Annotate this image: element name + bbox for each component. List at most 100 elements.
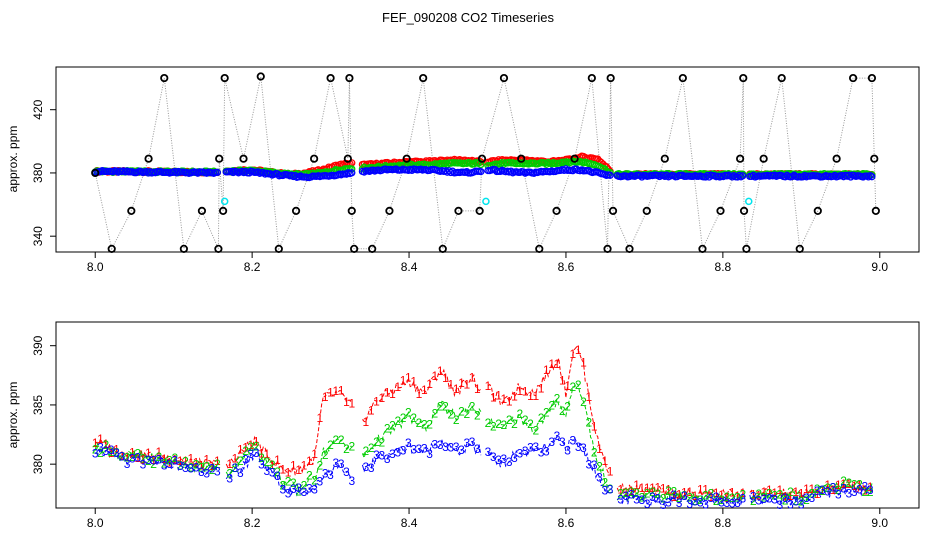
series-3-label: 3 [554,429,561,443]
series-1-label: 1 [327,386,334,400]
series-2-label: 2 [156,450,163,464]
series-3-point [703,171,712,180]
series-2-label: 2 [150,457,157,471]
series-2-label: 2 [177,459,184,473]
series-2-label: 2 [867,485,874,499]
series-1-label: 1 [108,446,115,460]
series-3-point [788,172,796,181]
series-2-label: 2 [692,494,699,508]
reference-point [517,154,526,163]
series-3-label: 3 [327,468,334,482]
series-2-label: 2 [108,445,115,459]
reference-point [642,206,651,215]
series-3-label: 3 [639,493,646,507]
series-2-label: 2 [322,448,329,462]
series-1-label: 1 [665,482,672,496]
series-2-label: 2 [697,493,704,507]
series-1-label: 1 [338,384,345,398]
series-1-label: 1 [601,454,608,468]
series-2-label: 2 [171,451,178,465]
series-3-label: 3 [447,440,454,454]
series-1-label: 1 [867,480,874,494]
reference-point [570,154,579,163]
series-1-label: 1 [343,395,350,409]
series-3-label: 3 [108,443,115,457]
series-1-label: 1 [559,374,566,388]
series-1-label: 1 [198,459,205,473]
series-3-label: 3 [317,475,324,489]
reference-point [291,206,301,215]
reference-point [698,244,707,253]
series-3-label: 3 [686,497,693,511]
series-3-label: 3 [862,479,869,493]
series-1-label: 1 [830,483,837,497]
series-1-label: 1 [782,490,789,504]
series-2-label: 2 [803,493,810,507]
series-1-label: 1 [237,443,244,457]
series-3-label: 3 [708,491,715,505]
series-1-label: 1 [495,389,502,403]
series-3-point [847,173,855,181]
series-1-label: 1 [317,411,324,425]
series-3-label: 3 [203,466,210,480]
series-1-label: 1 [490,390,497,404]
series-1-label: 1 [285,466,292,480]
series-1-label: 1 [171,453,178,467]
series-2-label: 2 [384,422,391,436]
series-1-label: 1 [538,381,545,395]
series-2-label: 2 [506,413,513,427]
series-3-label: 3 [124,457,131,471]
series-3-label: 3 [808,491,815,505]
series-3-label: 3 [92,447,99,461]
series-3-point [560,166,568,175]
series-2-label: 2 [676,491,683,505]
reference-point [343,154,352,163]
series-1-label: 1 [301,459,308,473]
series-1-label: 1 [570,347,577,361]
x-tick-label: 8.2 [244,516,261,530]
series-3-line [95,434,873,507]
reference-dotted-line [94,76,877,251]
series-3-label: 3 [570,434,577,448]
bottom-panel: approx. ppm 8.0 8.2 8.4 8.6 8.8 9.0380385390 … [6,321,920,530]
series-2-label: 2 [702,489,709,503]
series-1-label: 1 [644,481,651,495]
series-1-label: 1 [92,436,99,450]
series-1-label: 1 [697,482,704,496]
series-1-label: 1 [516,384,523,398]
series-2-label: 2 [209,463,216,477]
series-2-label: 2 [269,458,276,472]
x-tick-label: 8.6 [558,260,575,274]
reference-point [419,73,428,83]
series-3-label: 3 [421,441,428,455]
series-1-label: 1 [394,380,401,394]
series-1-label: 1 [840,477,847,491]
reference-point [385,206,394,215]
series-2-label: 2 [279,479,286,493]
series-3-point [291,171,299,180]
series-2-label: 2 [113,446,120,460]
series-2-label: 2 [601,475,608,489]
series-3-label: 3 [263,464,270,478]
series-3-label: 3 [156,453,163,467]
series-1-label: 1 [463,377,470,391]
series-3-label: 3 [269,466,276,480]
series-2-label: 2 [214,457,221,471]
series-2-label: 2 [124,450,131,464]
series-1-label: 1 [373,394,380,408]
y-tick-label: 420 [31,99,45,119]
series-3-label: 3 [97,441,104,455]
series-3-label: 3 [301,485,308,499]
series-2-label: 2 [596,459,603,473]
series-3-label: 3 [485,445,492,459]
series-3-label: 3 [118,450,125,464]
series-1-label: 1 [771,486,778,500]
series-3-label: 3 [846,486,853,500]
series-2-label: 2 [469,399,476,413]
series-1-label: 1 [442,371,449,385]
series-3-label: 3 [819,483,826,497]
series-1-label: 1 [617,483,624,497]
series-3-label: 3 [368,461,375,475]
series-3-label: 3 [248,447,255,461]
